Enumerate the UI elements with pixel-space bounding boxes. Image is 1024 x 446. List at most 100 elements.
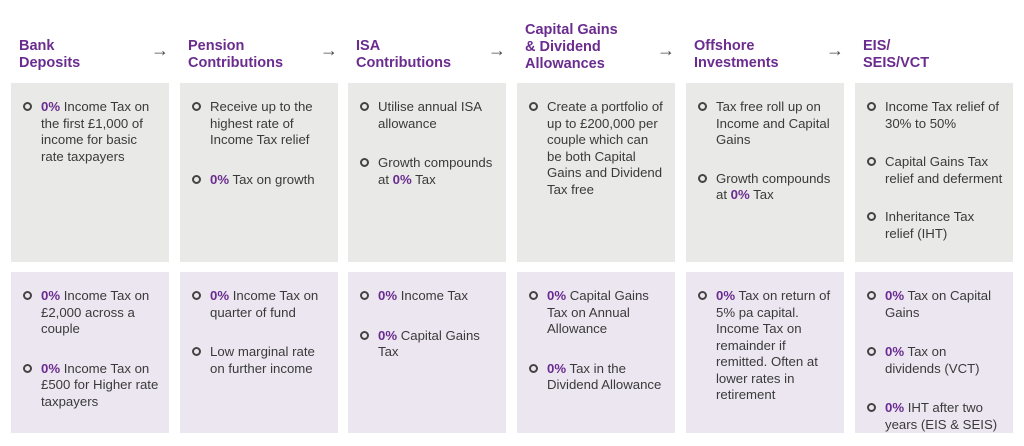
item-text: Capital Gains Tax on Annual Allowance — [547, 288, 649, 336]
list-item: Receive up to the highest rate of Income… — [192, 99, 328, 149]
item-text: Tax on Capital Gains — [885, 288, 992, 320]
item-text: Capital Gains Tax relief and deferment — [885, 154, 1003, 186]
tax-card: 0% Income Tax 0% Capital Gains Tax — [348, 272, 506, 433]
list-item: 0% IHT after two years (EIS & SEIS) — [867, 400, 1003, 433]
arrow-right-icon: → — [151, 40, 169, 60]
item-text: Income Tax relief of 30% to 50% — [885, 99, 1000, 131]
item-text: Growth compounds at — [716, 170, 831, 203]
list-item: 0% Capital Gains Tax — [360, 328, 496, 361]
header-line: Investments — [694, 55, 779, 71]
header-line: Contributions — [188, 55, 284, 71]
list-item: 0% Tax in the Dividend Allowance — [529, 361, 665, 394]
highlight-percent: 0% — [885, 288, 905, 303]
list-item: 0% Tax on dividends (VCT) — [867, 344, 1003, 377]
list-item: Capital Gains Tax relief and deferment — [867, 154, 1003, 187]
bullet-icon — [529, 363, 538, 373]
list-item: Inheritance Tax relief (IHT) — [867, 209, 1003, 242]
header-line: Pension — [188, 38, 245, 54]
highlight-percent: 0% — [547, 360, 567, 376]
tax-card: 0% Tax on return of 5% pa capital. Incom… — [686, 272, 844, 433]
bullet-icon — [192, 102, 201, 111]
header-line: Offshore — [694, 38, 755, 54]
header-line: Bank — [19, 38, 55, 54]
item-text: Tax on growth — [229, 171, 315, 187]
highlight-percent: 0% — [210, 171, 230, 187]
item-text: Tax on return of 5% pa capital. Income T… — [716, 288, 831, 402]
benefit-card: Tax free roll up on Income and Capital G… — [686, 83, 844, 262]
list-item: 0% Income Tax on the first £1,000 of inc… — [23, 99, 159, 165]
item-text: Income Tax on £500 for Higher rate taxpa… — [41, 360, 159, 409]
highlight-percent: 0% — [41, 360, 61, 376]
header-line: SEIS/VCT — [863, 55, 930, 71]
item-text: Capital Gains Tax — [378, 327, 480, 360]
highlight-percent: 0% — [210, 288, 230, 303]
list-item: Tax free roll up on Income and Capital G… — [698, 99, 834, 149]
highlight-percent: 0% — [547, 288, 567, 303]
highlight-percent: 0% — [378, 327, 398, 343]
bullet-icon — [529, 102, 538, 111]
tax-card: 0% Income Tax on £2,000 across a couple 0… — [11, 272, 169, 433]
item-text: Growth compounds at — [378, 155, 493, 187]
item-text: Tax on dividends (VCT) — [885, 344, 980, 376]
bullet-icon — [867, 102, 876, 111]
item-text: Inheritance Tax relief (IHT) — [885, 209, 975, 241]
bullet-icon — [698, 173, 707, 183]
bullet-icon — [192, 174, 201, 184]
bullet-icon — [867, 347, 876, 356]
header-line: EIS/ — [863, 38, 891, 54]
bullet-icon — [360, 102, 369, 111]
highlight-percent: 0% — [885, 400, 905, 415]
list-item: 0% Tax on return of 5% pa capital. Incom… — [698, 288, 834, 404]
benefit-card: Create a portfolio of up to £200,000 per… — [517, 83, 675, 262]
header-line: Contributions — [356, 55, 452, 71]
item-text: Utilise annual ISA allowance — [378, 99, 482, 131]
bullet-icon — [23, 363, 32, 373]
column-header: ISA Contributions — [356, 38, 476, 96]
column-header: EIS/SEIS/VCT — [863, 38, 983, 96]
list-item: Growth compounds at 0% Tax — [360, 155, 496, 188]
bullet-icon — [192, 291, 201, 300]
header-line: Deposits — [19, 55, 81, 71]
item-text: Income Tax on quarter of fund — [210, 288, 319, 320]
item-text: Tax in the Dividend Allowance — [547, 360, 662, 393]
bullet-icon — [23, 291, 32, 300]
header-line: ISA — [356, 38, 381, 54]
list-item: 0% Tax on growth — [192, 172, 328, 189]
list-item: 0% Income Tax on £500 for Higher rate ta… — [23, 361, 159, 411]
benefit-card: Utilise annual ISA allowance Growth compo… — [348, 83, 506, 262]
column-header: Capital Gains & Dividend Allowances — [525, 22, 645, 80]
list-item: 0% Capital Gains Tax on Annual Allowance — [529, 288, 665, 338]
arrow-right-icon: → — [657, 40, 675, 60]
item-text: Tax free roll up on Income and Capital G… — [716, 99, 830, 147]
tax-card: 0% Tax on Capital Gains 0% Tax on dividen… — [855, 272, 1013, 433]
column-header: Offshore Investments — [694, 38, 814, 96]
header-line: Capital Gains — [525, 22, 618, 38]
highlight-percent: 0% — [730, 187, 750, 202]
highlight-percent: 0% — [885, 344, 905, 359]
tax-card: 0% Income Tax on quarter of fund Low marg… — [180, 272, 338, 433]
header-line: & Dividend — [525, 39, 601, 55]
highlight-percent: 0% — [716, 288, 736, 303]
item-text: Tax — [749, 187, 774, 202]
item-text: Income Tax on the first £1,000 of income… — [41, 99, 150, 164]
item-text: IHT after two years (EIS & SEIS) — [885, 400, 998, 432]
list-item: Low marginal rate on further income — [192, 344, 328, 377]
bullet-icon — [360, 158, 369, 167]
bullet-icon — [698, 102, 707, 111]
header-line: Allowances — [525, 56, 605, 72]
bullet-icon — [867, 291, 876, 300]
column-header: Pension Contributions — [188, 38, 308, 96]
column-header: Bank Deposits — [19, 38, 139, 96]
list-item: Growth compounds at 0% Tax — [698, 171, 834, 204]
list-item: 0% Income Tax on quarter of fund — [192, 288, 328, 321]
item-text: Create a portfolio of up to £200,000 per… — [547, 99, 663, 197]
benefit-card: Income Tax relief of 30% to 50% Capital G… — [855, 83, 1013, 262]
list-item: 0% Tax on Capital Gains — [867, 288, 1003, 321]
item-text: Income Tax — [397, 288, 468, 303]
bullet-icon — [23, 102, 32, 111]
bullet-icon — [360, 330, 369, 340]
list-item: Income Tax relief of 30% to 50% — [867, 99, 1003, 132]
bullet-icon — [867, 403, 876, 412]
item-text: Receive up to the highest rate of Income… — [210, 99, 313, 147]
bullet-icon — [867, 212, 876, 221]
